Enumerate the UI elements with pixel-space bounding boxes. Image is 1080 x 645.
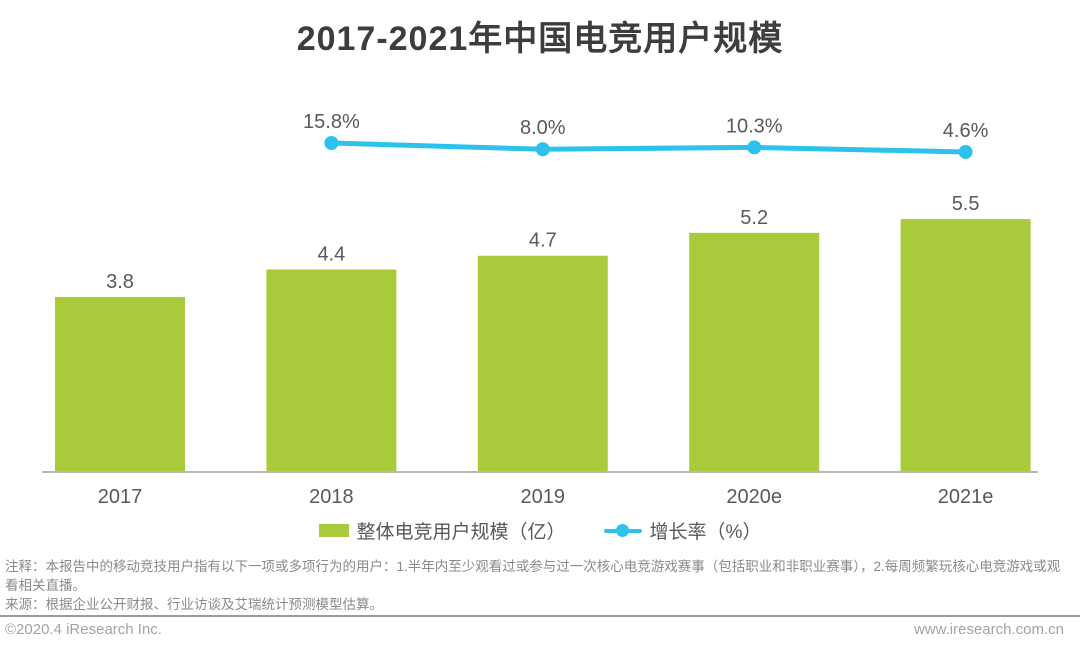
website-text: www.iresearch.com.cn	[913, 621, 1064, 638]
growth-point-2019	[535, 142, 550, 157]
legend-item-bar: 整体电竞用户规模（亿）	[318, 517, 566, 544]
bar-value-label: 5.2	[740, 207, 768, 229]
x-axis-label-2017: 2017	[98, 486, 143, 508]
bar-value-label: 4.7	[529, 230, 557, 252]
chart-legend: 整体电竞用户规模（亿） 增长率（%）	[0, 517, 1080, 544]
line-legend-marker-icon	[603, 524, 642, 537]
bar-2018	[266, 269, 397, 471]
line-legend-label: 增长率（%）	[649, 522, 762, 543]
bar-line-chart: 3.8 4.4 4.7 5.2 5.5 2017 2018 2019 2020e 2021e 15.…	[42, 111, 1038, 508]
source-line: 来源：根据企业公开财报、行业访谈及艾瑞统计预测模型估算。	[5, 597, 383, 612]
growth-rate-line	[328, 140, 969, 155]
growth-point-2018	[324, 136, 339, 150]
bar-2020e	[689, 232, 820, 471]
bar-2017	[55, 296, 185, 471]
x-axis-label-2021e: 2021e	[938, 486, 994, 508]
x-axis-label-2020e: 2020e	[726, 486, 782, 508]
bar-value-label: 3.8	[106, 271, 134, 293]
bar-legend-swatch-icon	[318, 524, 349, 537]
growth-rate-label: 10.3%	[726, 115, 783, 137]
growth-point-2021e	[958, 144, 973, 159]
footnote-line-2: 看相关直播。	[5, 578, 86, 593]
footnote-line-1: 注释：本报告中的移动竞技用户指有以下一项或多项行为的用户：1.半年内至少观看过或…	[5, 559, 1061, 574]
x-axis-label-2018: 2018	[309, 486, 354, 508]
bar-value-label: 4.4	[317, 243, 345, 265]
legend-item-line: 增长率（%）	[603, 517, 762, 544]
bar-2021e	[900, 219, 1031, 471]
bar-value-label: 5.5	[952, 193, 980, 215]
bar-2019	[477, 255, 608, 471]
copyright-text: ©2020.4 iResearch Inc.	[5, 621, 162, 638]
growth-point-2020e	[747, 140, 762, 155]
x-axis-label-2019: 2019	[521, 486, 566, 508]
bar-legend-label: 整体电竞用户规模（亿）	[356, 522, 566, 543]
growth-rate-label: 8.0%	[520, 117, 566, 139]
chart-title: 2017-2021年中国电竞用户规模	[296, 20, 784, 58]
growth-rate-label: 15.8%	[303, 111, 360, 133]
footnote-block: 注释：本报告中的移动竞技用户指有以下一项或多项行为的用户：1.半年内至少观看过或…	[5, 557, 1075, 614]
footer-divider	[0, 615, 1080, 617]
growth-rate-label: 4.6%	[943, 120, 989, 142]
